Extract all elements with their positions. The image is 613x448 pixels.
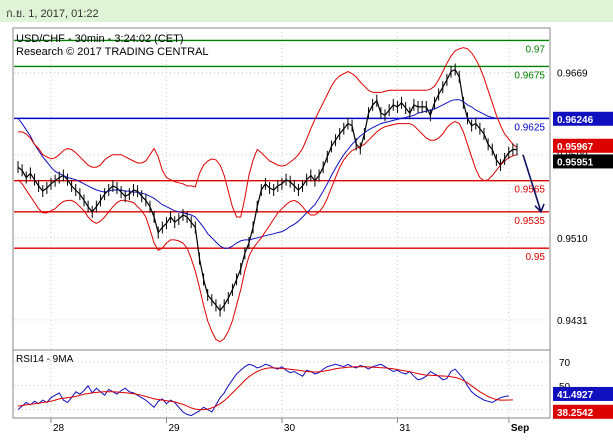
price-line [17, 68, 517, 312]
rsi-ma-value-tag-box [553, 404, 613, 419]
rsi-ma-value-tag: 38.2542 [557, 408, 594, 419]
forecast-arrow [522, 154, 545, 214]
chart-subtitle: Research © 2017 TRADING CENTRAL [16, 46, 209, 58]
time-tick-label: Sep [511, 423, 529, 434]
date-label: ก.ย. 1, 2017, 01:22 [6, 8, 99, 20]
level-label: 0.9535 [514, 216, 545, 227]
bollinger-lower-line [17, 120, 518, 343]
level-label: 0.95 [526, 252, 546, 263]
upper-price-tag-box [553, 138, 613, 153]
price-tick-label: 0.9431 [557, 316, 588, 327]
rsi-series [17, 363, 513, 417]
level-label: 0.97 [526, 44, 546, 55]
last-price-tag: 0.95951 [557, 157, 594, 168]
ma-price-tag: 0.96246 [557, 115, 594, 126]
level-label: 0.9625 [514, 122, 545, 133]
time-tick-label: 29 [168, 423, 180, 434]
upper-price-tag: 0.95967 [557, 142, 594, 153]
forecast-arrow-shaft [522, 154, 542, 213]
moving-average-line [17, 99, 517, 249]
ma-price-tag-box [553, 111, 613, 126]
price-tick-label: 0.9669 [557, 69, 588, 80]
price-tick-label: 0.9510 [557, 234, 588, 245]
time-axis: 28 29 30 31 Sep [50, 418, 529, 434]
time-tick-label: 31 [399, 423, 411, 434]
rsi-value-tag: 41.4927 [557, 390, 594, 401]
forecast-arrow-head [534, 203, 545, 214]
price-tags: 0.96246 0.95967 0.95951 41.4927 38.2542 [553, 111, 613, 419]
date-bar: ก.ย. 1, 2017, 01:22 [0, 0, 613, 23]
rsi-value-tag-box [553, 386, 613, 401]
rsi-title: RSI14 - 9MA [16, 354, 74, 365]
chart-title: USD/CHF - 30min - 3:24:02 (CET) [16, 33, 183, 45]
chart-svg: 0.97 0.9675 0.9625 0.9565 0.9535 0.95 0.9669 0… [0, 22, 613, 448]
time-tick-label: 30 [284, 423, 296, 434]
level-label: 0.9565 [514, 185, 545, 196]
support-resistance-levels: 0.97 0.9675 0.9625 0.9565 0.9535 0.95 [14, 39, 549, 263]
price-grid [14, 28, 549, 418]
last-price-tag-box [553, 154, 613, 169]
time-tick-label: 28 [53, 423, 65, 434]
rsi-ma-line [17, 366, 513, 411]
price-series [17, 47, 518, 343]
bollinger-upper-line [18, 47, 518, 218]
rsi-tick-label: 70 [559, 358, 571, 369]
level-label: 0.9675 [514, 70, 545, 81]
